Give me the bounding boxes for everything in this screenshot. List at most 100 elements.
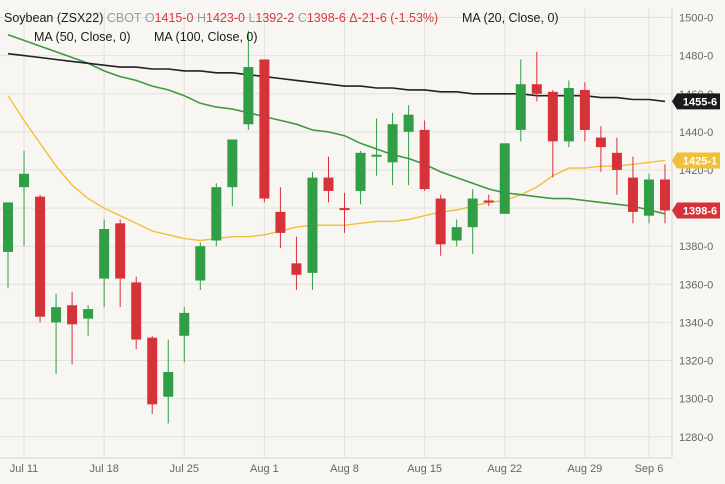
candle-body: [387, 124, 398, 163]
candle-body: [339, 208, 350, 211]
candle-body: [611, 152, 622, 170]
candle-up: [643, 173, 654, 224]
date-tick-label: Aug 22: [487, 463, 522, 475]
symbol-label: Soybean (ZSX22): [4, 11, 104, 25]
candle-body: [259, 59, 270, 199]
candle-down: [291, 236, 302, 291]
candle-body: [163, 371, 174, 397]
candle-body: [291, 263, 302, 275]
candle-up: [51, 293, 62, 374]
candle-body: [51, 307, 62, 323]
change-value: Δ-21-6 (-1.53%): [349, 11, 439, 25]
price-tick-label: 1440-0: [679, 127, 713, 139]
badge-label: 1455-6: [683, 96, 717, 108]
candle-down: [547, 89, 558, 178]
candle-body: [227, 139, 238, 188]
candle-up: [371, 118, 382, 176]
candle-down: [611, 137, 622, 195]
candle-body: [451, 227, 462, 241]
candle-down: [595, 126, 606, 172]
candle-down: [67, 291, 78, 365]
candle-body: [131, 282, 142, 340]
open-value: 1415-0: [154, 11, 194, 25]
candle-down: [35, 194, 46, 323]
date-axis: Jul 11 Jul 18 Jul 25 Aug 1 Aug 8 Aug 15 Aug 22…: [10, 463, 664, 475]
candle-body: [563, 88, 574, 142]
candle-down: [147, 335, 158, 414]
price-tick-label: 1360-0: [679, 279, 713, 291]
candle-up: [451, 219, 462, 247]
ma100-price-badge: 1455-6: [672, 93, 720, 110]
candle-body: [435, 198, 446, 245]
candle-body: [579, 89, 590, 130]
candle-body: [19, 173, 30, 188]
candle-down: [339, 192, 350, 233]
high-label: H: [196, 11, 207, 25]
candle-body: [243, 67, 254, 125]
candle-down: [579, 82, 590, 142]
price-tick-label: 1380-0: [679, 241, 713, 253]
candle-body: [99, 229, 110, 279]
badge-shape: [672, 93, 720, 110]
date-tick-label: Jul 18: [89, 463, 118, 475]
legend-ma50[interactable]: MA (50, Close, 0): [34, 30, 131, 44]
price-tick-label: 1280-0: [679, 432, 713, 444]
candle-up: [243, 30, 254, 130]
low-value: 1392-2: [255, 11, 295, 25]
candle-body: [547, 91, 558, 142]
candle-down: [435, 194, 446, 256]
candle-body: [307, 177, 318, 273]
price-tick-label: 1500-0: [679, 13, 713, 25]
badge-shape: [672, 152, 720, 169]
candle-up: [307, 171, 318, 291]
candle-down: [259, 59, 270, 203]
candle-down: [483, 194, 494, 207]
candles: [3, 30, 670, 424]
candle-up: [195, 242, 206, 291]
legend-ma20[interactable]: MA (20, Close, 0): [462, 11, 559, 25]
candle-body: [627, 177, 638, 212]
price-tick-label: 1300-0: [679, 394, 713, 406]
candle-up: [467, 189, 478, 254]
candle-body: [355, 152, 366, 191]
badge-label: 1398-6: [683, 205, 717, 217]
candle-body: [211, 187, 222, 241]
date-tick-label: Aug 15: [407, 463, 442, 475]
candle-up: [227, 139, 238, 207]
price-tick-label: 1480-0: [679, 51, 713, 63]
exchange-label: CBOT: [106, 11, 142, 25]
candle-down: [531, 51, 542, 102]
date-tick-label: Jul 25: [170, 463, 199, 475]
ma50-line: [7, 33, 666, 215]
legend-ma100[interactable]: MA (100, Close, 0): [154, 30, 258, 44]
candle-down: [627, 156, 638, 224]
candle-body: [115, 223, 126, 279]
candle-down: [275, 187, 286, 249]
price-badges: 1455-6 1425-1 1398-6: [672, 93, 720, 219]
candle-body: [483, 200, 494, 203]
candle-body: [179, 312, 190, 336]
candle-up: [499, 143, 510, 214]
candle-up: [515, 59, 526, 142]
candle-body: [195, 246, 206, 281]
candle-body: [419, 129, 430, 190]
close-value: 1398-6: [306, 11, 346, 25]
candle-up: [19, 150, 30, 247]
close-label: C: [297, 11, 307, 25]
candle-body: [515, 84, 526, 130]
candle-down: [131, 276, 142, 350]
candle-up: [563, 80, 574, 148]
candle-body: [323, 177, 334, 191]
date-tick-label: Aug 29: [567, 463, 602, 475]
candle-down: [115, 219, 126, 308]
candle-down: [323, 156, 334, 203]
candle-body: [3, 202, 13, 252]
candle-body: [371, 154, 382, 157]
candle-up: [163, 339, 174, 424]
candle-body: [660, 179, 670, 211]
candle-up: [99, 219, 110, 308]
price-tick-label: 1320-0: [679, 356, 713, 368]
candle-body: [467, 198, 478, 228]
date-tick-label: Jul 11: [10, 463, 39, 475]
